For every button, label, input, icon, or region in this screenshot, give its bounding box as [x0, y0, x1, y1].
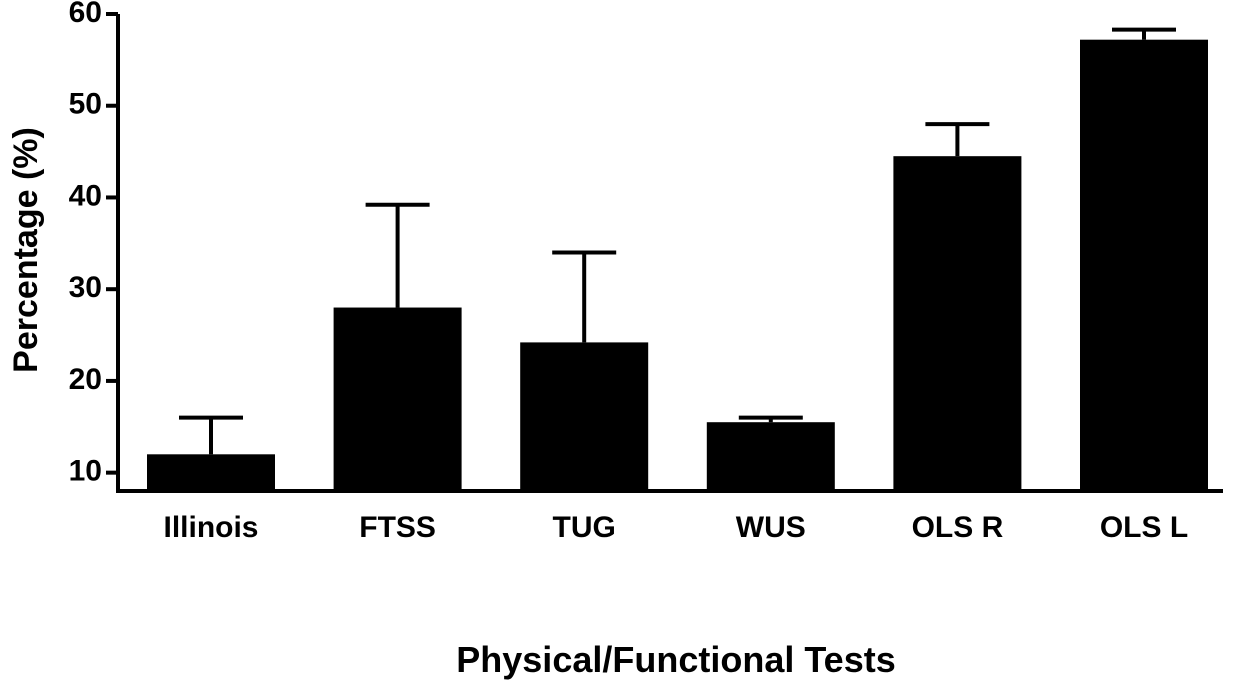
y-tick-label: 60 — [69, 0, 102, 29]
y-tick-label: 30 — [69, 271, 102, 304]
error-bars — [179, 27, 1176, 455]
y-tick-label: 10 — [69, 455, 102, 488]
bar — [1080, 39, 1208, 491]
bar — [893, 156, 1022, 492]
x-tick-label: OLS L — [1100, 511, 1188, 544]
y-axis: 10 20 30 40 50 60 — [69, 0, 120, 491]
bar — [706, 422, 835, 491]
y-tick-label: 40 — [69, 179, 102, 212]
x-tick-label: OLS R — [912, 511, 1004, 544]
bars — [147, 39, 1208, 492]
x-tick-label: TUG — [553, 511, 616, 544]
x-tick-label: WUS — [736, 511, 806, 544]
x-tick-label: Illinois — [163, 511, 258, 544]
x-tick-label: FTSS — [359, 511, 436, 544]
y-tick-label: 50 — [69, 88, 102, 121]
y-axis-label: Percentage (%) — [7, 127, 45, 373]
bar — [333, 307, 462, 491]
x-axis-label: Physical/Functional Tests — [456, 639, 895, 680]
bar — [147, 454, 275, 491]
bar — [520, 342, 649, 491]
x-axis: Illinois FTSS TUG WUS OLS R OLS L — [116, 489, 1223, 544]
y-tick-label: 20 — [69, 363, 102, 396]
